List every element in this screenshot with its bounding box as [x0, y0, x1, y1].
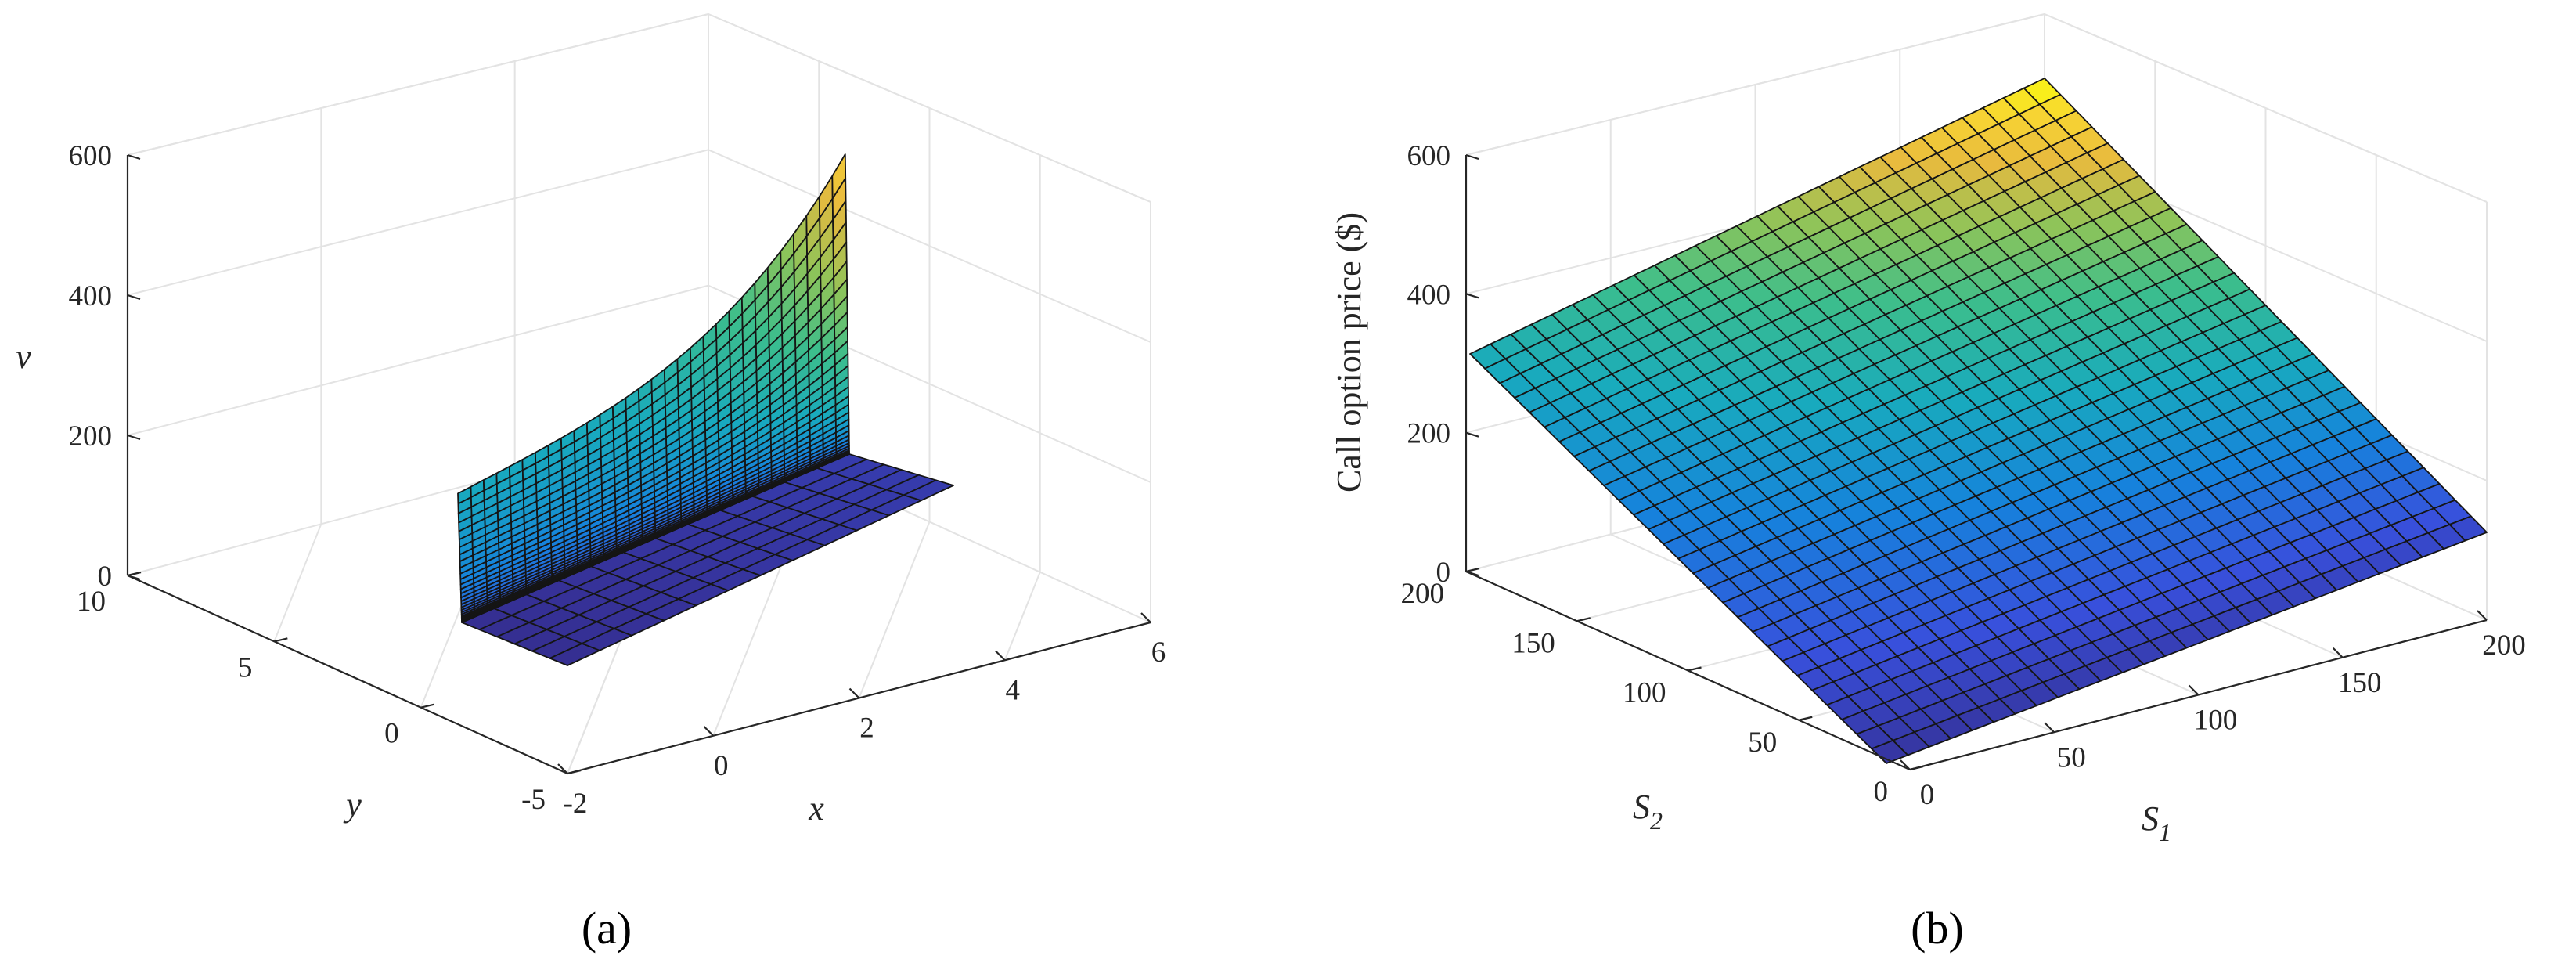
z-tick-label: 200 [69, 420, 113, 453]
y-tick-label: 5 [238, 651, 253, 683]
y-tick [420, 703, 434, 709]
grid-line [858, 521, 931, 698]
z-tick-label: 400 [69, 280, 113, 312]
x-tick-label: 0 [714, 750, 729, 782]
z-tick [1465, 431, 1479, 438]
z-axis-label: Call option price ($) [1330, 212, 1368, 492]
y-tick [127, 571, 142, 577]
caption-b: (b) [1911, 903, 1964, 954]
x-tick [557, 763, 568, 774]
x-tick-label: 200 [2482, 629, 2526, 662]
z-tick [127, 294, 141, 301]
y-tick [1688, 666, 1702, 672]
x-tick [994, 650, 1006, 662]
z-axis-label: v [16, 337, 31, 376]
x-tick [703, 725, 715, 737]
y-tick [1798, 716, 1813, 721]
x-axis-label: S1 [2142, 799, 2171, 846]
x-tick [2477, 610, 2488, 621]
z-tick [1465, 570, 1479, 577]
y-tick-label: -5 [521, 784, 546, 816]
x-tick [2188, 684, 2200, 696]
y-tick [274, 637, 288, 643]
z-tick-label: 600 [1407, 140, 1451, 172]
x-tick-label: -2 [564, 788, 588, 820]
axes [1465, 153, 2488, 771]
chart-a: 0 200 400 600 -5 0 5 10 -2 0 2 4 6 v y x (a) [16, 13, 1166, 954]
x-tick [1900, 759, 1911, 770]
grid-line [127, 13, 1151, 203]
grid-line [127, 149, 1151, 343]
z-tick [127, 153, 141, 160]
x-tick-label: 50 [2057, 741, 2086, 774]
y-axis-label: y [343, 785, 362, 824]
x-tick-label: 0 [1920, 779, 1935, 811]
z-tick-label: 600 [69, 140, 113, 172]
y-tick-label: 150 [1511, 627, 1555, 659]
x-tick-label: 150 [2338, 667, 2382, 699]
x-tick-label: 2 [859, 712, 874, 745]
x-tick [848, 687, 860, 699]
x-tick [2332, 647, 2344, 658]
z-tick-label: 200 [1407, 418, 1451, 450]
x-tick-label: 6 [1151, 637, 1166, 669]
y-tick-label: 200 [1401, 578, 1445, 610]
y-tick-label: 10 [77, 586, 106, 618]
y-tick-label: 0 [1874, 776, 1889, 808]
grid-line [273, 523, 322, 642]
surface-cell [831, 153, 847, 200]
surface-plot [457, 153, 954, 666]
x-axis-label: x [808, 789, 824, 828]
x-tick-label: 100 [2194, 705, 2238, 737]
z-tick [1465, 153, 1479, 160]
y-tick [1465, 567, 1480, 573]
y-axis-label: S2 [1633, 788, 1663, 835]
surface-cell [2023, 78, 2062, 106]
y-tick [1576, 617, 1591, 622]
z-tick [127, 434, 141, 441]
x-tick [1140, 612, 1151, 623]
z-tick-label: 0 [98, 561, 113, 593]
caption-a: (a) [582, 903, 632, 954]
surface-plot [1469, 78, 2488, 764]
x-tick [2044, 722, 2055, 734]
z-tick-label: 400 [1407, 279, 1451, 311]
y-tick [567, 769, 582, 775]
surface-cell [903, 479, 954, 502]
x-tick-label: 4 [1006, 674, 1021, 706]
grid-line [1003, 572, 1041, 661]
z-tick [127, 574, 141, 581]
axes [126, 153, 1151, 775]
y-axis-line [127, 574, 568, 775]
y-tick-label: 100 [1623, 677, 1666, 709]
y-tick [1909, 765, 1924, 771]
y-tick-label: 50 [1748, 727, 1777, 759]
z-tick [1465, 293, 1479, 299]
tick-labels: 0 200 400 600 -5 0 5 10 -2 0 2 4 6 [69, 140, 1166, 820]
y-tick-label: 0 [384, 718, 399, 750]
z-tick-label: 0 [1436, 557, 1451, 589]
